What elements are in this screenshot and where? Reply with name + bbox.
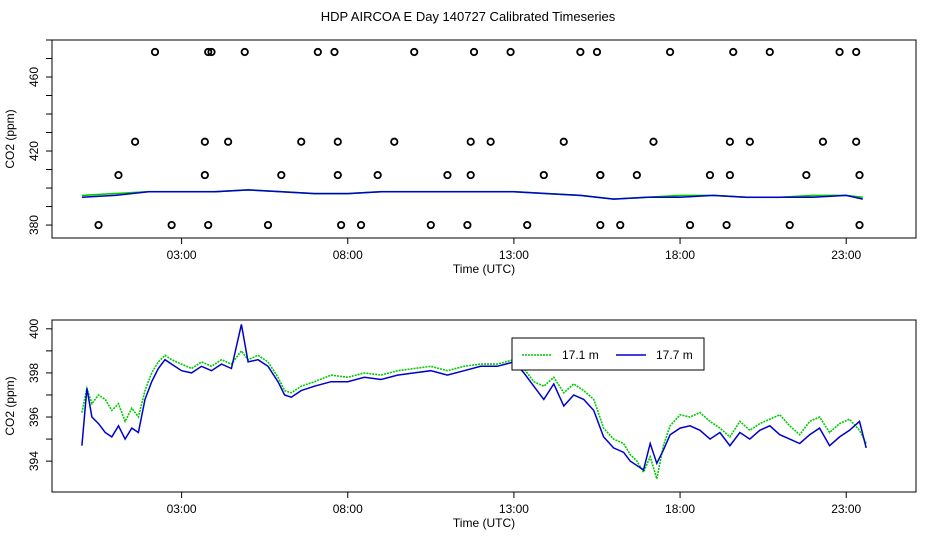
scatter-point <box>94 220 103 230</box>
scatter-point <box>596 220 605 230</box>
scatter-point <box>725 170 735 180</box>
scatter-point <box>665 47 675 57</box>
scatter-point <box>802 170 811 180</box>
scatter-point <box>818 137 828 146</box>
scatter-point <box>200 170 209 180</box>
scatter-point <box>469 47 479 57</box>
scatter-point <box>330 47 339 57</box>
legend-box <box>511 337 705 371</box>
scatter-point <box>466 170 475 180</box>
series-line-17-7-m <box>81 324 867 472</box>
scatter-point <box>559 137 568 146</box>
series-line-17-7-m <box>81 189 863 200</box>
scatter-point <box>114 170 123 180</box>
scatter-point <box>632 170 641 180</box>
scatter-point <box>204 47 213 57</box>
scatter-point <box>725 137 735 146</box>
x-tick-label: 08:00 <box>333 248 363 262</box>
y-tick-label: 380 <box>27 215 41 235</box>
x-axis-label: Time (UTC) <box>453 516 515 530</box>
scatter-point <box>297 137 306 146</box>
scatter-point <box>539 170 548 180</box>
scatter-point <box>410 47 419 57</box>
scatter-point <box>486 137 495 146</box>
legend-label: 17.1 m <box>562 348 599 362</box>
scatter-point <box>616 220 625 230</box>
y-axis-label: CO2 (ppm) <box>3 109 17 168</box>
x-tick-label: 18:00 <box>665 502 695 516</box>
scatter-point <box>263 220 273 230</box>
scatter-point <box>337 220 346 230</box>
scatter-point <box>523 220 532 230</box>
scatter-point <box>200 137 209 146</box>
scatter-point <box>506 47 515 57</box>
scatter-point <box>130 137 140 146</box>
x-tick-label: 08:00 <box>333 502 363 516</box>
scatter-point <box>150 47 160 57</box>
scatter-point <box>852 137 861 146</box>
x-tick-label: 13:00 <box>499 502 529 516</box>
x-tick-label: 03:00 <box>167 502 197 516</box>
scatter-point <box>855 170 864 180</box>
scatter-point <box>705 170 715 180</box>
x-tick-label: 03:00 <box>167 248 197 262</box>
scatter-point <box>333 170 342 180</box>
x-tick-label: 13:00 <box>499 248 529 262</box>
scatter-point <box>835 47 844 57</box>
y-tick-label: 396 <box>27 407 41 427</box>
scatter-point <box>240 47 249 57</box>
scatter-point <box>685 220 695 230</box>
plot-frame <box>51 319 917 493</box>
scatter-point <box>466 137 475 146</box>
y-tick-label: 400 <box>27 318 41 338</box>
scatter-point <box>204 220 213 230</box>
scatter-point <box>649 137 658 146</box>
scatter-point <box>443 170 452 180</box>
scatter-point <box>855 220 864 230</box>
scatter-point <box>224 137 233 146</box>
scatter-point <box>729 47 738 57</box>
scatter-point <box>722 220 731 230</box>
series-line-17-1-m <box>81 349 867 480</box>
y-tick-label: 394 <box>27 451 41 471</box>
x-tick-label: 18:00 <box>665 248 695 262</box>
y-tick-label: 398 <box>27 363 41 383</box>
x-tick-label: 23:00 <box>831 502 861 516</box>
scatter-point <box>852 47 861 57</box>
scatter-point <box>390 137 399 146</box>
scatter-point <box>745 137 754 146</box>
scatter-point <box>463 220 472 230</box>
scatter-point <box>313 47 322 57</box>
scatter-point <box>167 220 176 230</box>
plot-frame <box>51 39 917 239</box>
scatter-point <box>785 220 794 230</box>
scatter-point <box>765 47 774 57</box>
scatter-point <box>426 220 435 230</box>
scatter-point <box>277 170 286 180</box>
x-tick-label: 23:00 <box>831 248 861 262</box>
y-tick-label: 460 <box>27 67 41 87</box>
y-axis-label: CO2 (ppm) <box>3 376 17 435</box>
legend-label: 17.7 m <box>656 348 693 362</box>
y-tick-label: 420 <box>27 141 41 161</box>
chart-title: HDP AIRCOA E Day 140727 Calibrated Times… <box>320 9 616 24</box>
scatter-point <box>207 47 216 57</box>
x-axis-label: Time (UTC) <box>453 262 515 276</box>
scatter-point <box>333 137 342 146</box>
scatter-point <box>576 47 585 57</box>
scatter-point <box>596 170 605 180</box>
scatter-point <box>592 47 602 57</box>
scatter-point <box>356 220 366 230</box>
scatter-point <box>373 170 382 180</box>
